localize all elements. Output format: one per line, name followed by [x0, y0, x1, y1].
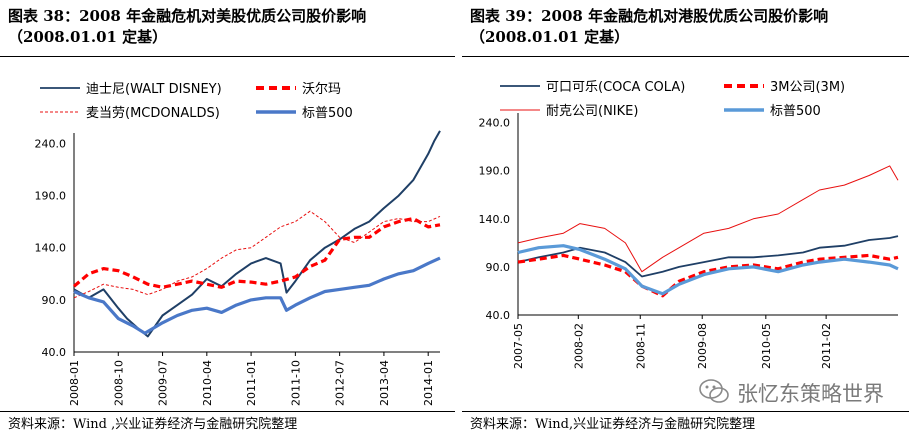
source-note: 资料来源：Wind,兴业证券经济与金融研究院整理	[470, 417, 756, 432]
y-tick-label: 40.0	[486, 309, 511, 322]
legend: 可口可乐(COCA COLA) 3M公司(3M) 耐克公司(NIKE) 标普500	[500, 80, 845, 119]
series-line-cocacola	[517, 235, 899, 278]
chart-title: 图表 39：2008 年金融危机对港股优质公司股价影响 （2008.01.01 …	[470, 6, 828, 48]
x-tick-label: 2007-05	[512, 323, 525, 369]
chart-title-line2: （2008.01.01 定基）	[470, 28, 630, 46]
legend-label-cocacola: 可口可乐(COCA COLA)	[546, 80, 685, 95]
series-line-sp500_light	[517, 244, 899, 296]
chart-title: 图表 38：2008 年金融危机对美股优质公司股价影响 （2008.01.01 …	[8, 6, 366, 48]
x-tick-label: 2008-11	[634, 323, 647, 369]
series-line-nike	[517, 165, 899, 273]
legend-label-threem: 3M公司(3M)	[770, 80, 845, 95]
legend-label-walmart: 沃尔玛	[302, 82, 341, 97]
bottom-rule	[462, 411, 909, 412]
legend-label-sp500: 标普500	[302, 106, 353, 121]
watermark-text: 张忆东策略世界	[737, 382, 884, 406]
watermark: 张忆东策略世界	[697, 374, 897, 408]
x-tick-label: 2009-07	[157, 360, 170, 406]
legend-label-mcd: 麦当劳(MCDONALDS)	[86, 105, 220, 121]
x-tick-label: 2008-01	[68, 360, 81, 406]
y-tick-label: 140.0	[479, 213, 511, 226]
chart-title-line2: （2008.01.01 定基）	[8, 28, 168, 46]
chart-title-line1: 图表 39：2008 年金融危机对港股优质公司股价影响	[470, 7, 829, 25]
series-line-mcd	[73, 210, 441, 299]
x-tick-label: 2010-05	[760, 323, 773, 369]
y-tick-label: 240.0	[35, 137, 67, 150]
chart-panel-left: 图表 38：2008 年金融危机对美股优质公司股价影响 （2008.01.01 …	[0, 6, 455, 432]
series-line-walmart	[72, 216, 441, 289]
x-tick-label: 2008-02	[572, 323, 585, 369]
bottom-rule	[0, 411, 455, 412]
chart-title-line1: 图表 38：2008 年金融危机对美股优质公司股价影响	[8, 7, 367, 25]
x-tick-label: 2014-01	[422, 360, 435, 406]
y-tick-label: 190.0	[479, 165, 511, 178]
series-line-threem	[517, 253, 899, 298]
legend-label-disney: 迪士尼(WALT DISNEY)	[86, 82, 222, 97]
x-tick-label: 2008-10	[112, 360, 125, 406]
top-rule	[0, 56, 455, 57]
source-note: 资料来源：Wind ,兴业证券经济与金融研究院整理	[8, 417, 298, 432]
legend-label-sp500_light: 标普500	[770, 104, 821, 119]
x-tick-label: 2011-01	[245, 360, 258, 406]
x-tick-label: 2011-02	[820, 323, 833, 369]
x-tick-label: 2009-08	[696, 323, 709, 369]
y-tick-label: 90.0	[486, 261, 511, 274]
y-tick-label: 90.0	[42, 294, 67, 307]
legend-label-nike: 耐克公司(NIKE)	[546, 104, 638, 119]
x-tick-label: 2011-10	[289, 360, 302, 406]
y-tick-label: 190.0	[35, 190, 67, 203]
y-tick-label: 140.0	[35, 242, 67, 255]
wechat-icon	[699, 379, 729, 403]
x-tick-label: 2010-04	[201, 360, 214, 406]
x-tick-label: 2013-04	[378, 360, 391, 406]
chart-panel-right: 图表 39：2008 年金融危机对港股优质公司股价影响 （2008.01.01 …	[462, 0, 909, 435]
y-tick-label: 40.0	[42, 346, 67, 359]
line-chart: 可口可乐(COCA COLA) 3M公司(3M) 耐克公司(NIKE) 标普500 24…	[479, 80, 899, 369]
y-tick-label: 240.0	[479, 117, 511, 130]
x-tick-label: 2012-07	[334, 360, 347, 406]
series-line-disney	[73, 130, 441, 338]
series-line-sp500	[73, 256, 441, 335]
top-rule	[462, 56, 909, 57]
